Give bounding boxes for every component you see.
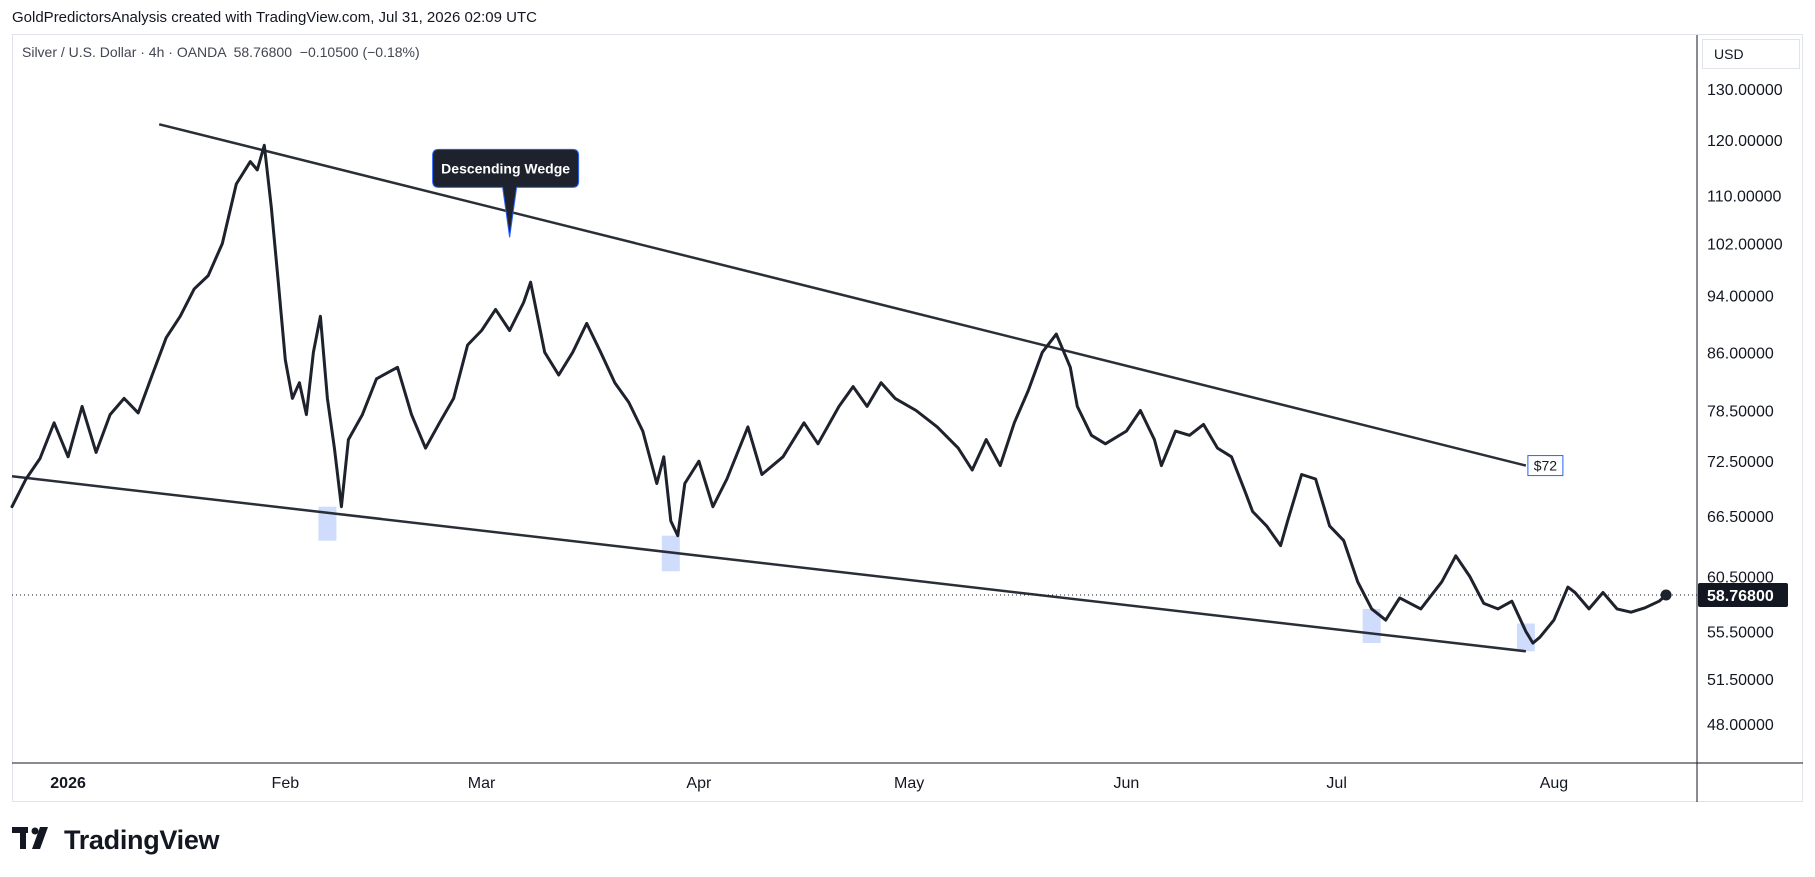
- current-price-tag: 58.76800: [1698, 583, 1788, 608]
- callouts: Descending Wedge $72: [432, 148, 1564, 477]
- time-tick-label: Aug: [1540, 775, 1568, 792]
- wedge-lines: [11, 123, 1527, 653]
- lower-wedge-line: [11, 475, 1527, 653]
- upper-wedge-line: [158, 123, 1527, 467]
- price-tick-label: 60.50000: [1707, 569, 1774, 586]
- support-touch-4: [1516, 623, 1535, 652]
- price-tick-label: 110.00000: [1707, 188, 1782, 205]
- time-tick-label: Jun: [1113, 775, 1139, 792]
- symbol-name: Silver / U.S. Dollar · 4h · OANDA: [22, 44, 226, 60]
- last-price: 58.76800: [233, 44, 293, 60]
- chart-attribution: GoldPredictorsAnalysis created with Trad…: [12, 9, 537, 26]
- tradingview-logo-icon: [12, 827, 56, 854]
- price-tick-label: 130.00000: [1707, 82, 1783, 99]
- support-touch-1: [318, 506, 337, 541]
- tradingview-wordmark: TradingView: [64, 825, 220, 855]
- callout-text: Descending Wedge: [441, 160, 570, 176]
- last-price-dot: [1660, 589, 1672, 601]
- time-tick-label: Mar: [468, 775, 496, 792]
- silver-price-line: [10, 143, 1668, 645]
- price-tick-label: 51.50000: [1707, 672, 1774, 689]
- current-price-tag-bg: [1698, 583, 1788, 608]
- axis-lines: [12, 35, 1803, 802]
- time-axis: 2026 Feb Mar Apr May Jun Jul Aug: [50, 775, 1568, 792]
- price-tick-label: 55.50000: [1707, 624, 1774, 641]
- symbol-legend: Silver / U.S. Dollar · 4h · OANDA 58.768…: [22, 44, 420, 60]
- price-axis: 130.00000 120.00000 110.00000 102.00000 94.0…: [1698, 82, 1788, 734]
- currency-button[interactable]: USD: [1702, 39, 1800, 69]
- price-series: [10, 143, 1672, 645]
- price-tick-label: 72.50000: [1707, 454, 1774, 471]
- price-tick-label: 78.50000: [1707, 403, 1774, 420]
- time-tick-label: May: [894, 775, 924, 792]
- target-label-box: [1527, 455, 1564, 477]
- time-tick-label: Feb: [272, 775, 300, 792]
- price-tick-label: 120.00000: [1707, 133, 1783, 150]
- price-tick-label: 86.00000: [1707, 345, 1774, 362]
- target-label-text: $72: [1534, 458, 1558, 474]
- time-tick-label: 2026: [50, 775, 86, 792]
- current-price-tag-text: 58.76800: [1707, 588, 1774, 605]
- callout-bubble: [432, 148, 580, 238]
- price-tick-label: 102.00000: [1707, 237, 1783, 254]
- wedge-callout: Descending Wedge: [432, 148, 580, 238]
- target-label: $72: [1527, 455, 1564, 477]
- price-tick-label: 66.50000: [1707, 509, 1774, 526]
- time-tick-label: Jul: [1326, 775, 1346, 792]
- tradingview-brand[interactable]: TradingView: [12, 825, 220, 856]
- price-tick-label: 94.00000: [1707, 289, 1774, 306]
- time-tick-label: Apr: [686, 775, 712, 792]
- chart-frame: [12, 34, 1803, 802]
- price-change: −0.10500 (−0.18%): [299, 44, 420, 60]
- price-tick-label: 48.00000: [1707, 717, 1774, 734]
- support-highlights: [318, 506, 1535, 652]
